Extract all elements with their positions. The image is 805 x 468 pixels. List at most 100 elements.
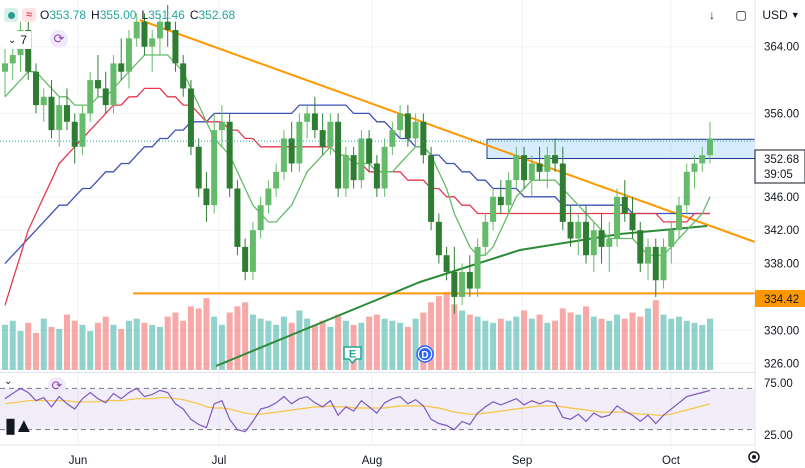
- earnings-marker[interactable]: E: [343, 346, 362, 365]
- time-axis-ticks: Jun Jul Aug Sep Oct: [69, 455, 681, 467]
- candle-body: [172, 30, 179, 64]
- chevron-down-icon: ⌄: [4, 376, 13, 387]
- volume-bar: [412, 318, 419, 370]
- close-value: 352.68: [198, 8, 236, 22]
- candle-body: [156, 21, 163, 39]
- volume-bar: [9, 320, 16, 370]
- candle-body: [590, 230, 597, 256]
- time-axis[interactable]: [0, 445, 755, 468]
- rsi-sync-icon[interactable]: ⟳: [48, 377, 66, 395]
- currency-selector[interactable]: USD ▼: [760, 4, 802, 26]
- candle-body: [490, 196, 497, 222]
- candle-body: [180, 63, 187, 89]
- candle-body: [397, 113, 404, 131]
- current-price: 352.68: [764, 154, 799, 166]
- currency-label: USD: [762, 8, 788, 22]
- volume-bar: [195, 308, 202, 370]
- rsi-collapse-button[interactable]: ⌄: [4, 376, 12, 387]
- rsi-tick-label: 25.00: [764, 430, 793, 442]
- candle-body: [234, 188, 241, 247]
- volume-bar: [125, 320, 132, 370]
- volume-bar: [621, 318, 628, 370]
- candle-body: [567, 221, 574, 239]
- rsi-tick-label: 75.00: [764, 378, 793, 390]
- volume-bar: [94, 322, 101, 370]
- dividend-marker-label: D: [421, 350, 428, 361]
- close-label: C: [189, 8, 199, 22]
- settings-icon[interactable]: [748, 451, 760, 463]
- volume-bar: [110, 324, 117, 370]
- price-axis-ticks: 364.00 356.00 346.00 342.00 338.00 330.00 326.…: [764, 42, 799, 371]
- candle-body: [71, 121, 78, 147]
- candle-body: [63, 105, 70, 122]
- volume-bar: [164, 316, 171, 370]
- sync-icon[interactable]: ⟳: [50, 30, 68, 48]
- candlesticks: [2, 5, 713, 314]
- volume-bar: [544, 322, 551, 370]
- volume-bar: [234, 306, 241, 370]
- volume-bar: [280, 316, 287, 370]
- candle-body: [544, 155, 551, 172]
- candle-body: [575, 221, 582, 239]
- volume-bar: [133, 318, 140, 370]
- candle-body: [497, 196, 504, 206]
- candle-body: [87, 80, 94, 114]
- market-status-icon[interactable]: [4, 8, 18, 22]
- volume-bar: [397, 322, 404, 370]
- rsi-line: [4, 387, 711, 433]
- volume-bar: [366, 316, 373, 370]
- resistance-zone[interactable]: [486, 138, 756, 159]
- download-button[interactable]: ↓: [700, 4, 724, 26]
- candle-body: [327, 121, 334, 147]
- candle-body: [125, 38, 132, 72]
- volume-bar: [156, 326, 163, 370]
- fullscreen-button[interactable]: ▢: [729, 4, 753, 26]
- candle-body: [443, 255, 450, 272]
- volume-bar: [249, 314, 256, 370]
- volume-bar: [614, 314, 621, 370]
- price-axis[interactable]: [755, 0, 805, 468]
- candle-body: [249, 230, 256, 272]
- dividend-marker[interactable]: D: [416, 345, 434, 363]
- high-value: 355.00: [99, 8, 137, 22]
- candle-body: [652, 246, 659, 281]
- trendline[interactable]: [139, 19, 756, 243]
- candle-body: [110, 63, 117, 106]
- candle-body: [668, 230, 675, 247]
- interval-selector[interactable]: ⌄ 7: [4, 31, 32, 49]
- volume-bar: [652, 300, 659, 370]
- candle-body: [195, 146, 202, 189]
- price-tick-label: 326.00: [764, 359, 799, 371]
- candle-body: [273, 171, 280, 189]
- candle-body: [482, 221, 489, 247]
- interval-label: 7: [20, 33, 28, 47]
- candle-body: [660, 246, 667, 281]
- volume-bar: [668, 318, 675, 370]
- candle-body: [211, 130, 218, 206]
- realtime-icon[interactable]: ≈: [22, 8, 36, 22]
- volume-bar: [552, 320, 559, 370]
- candle-body: [164, 21, 171, 31]
- candle-body: [257, 205, 264, 231]
- candle-body: [621, 196, 628, 214]
- candle-body: [203, 188, 210, 206]
- candle-body: [304, 113, 311, 122]
- volume-bar: [683, 320, 690, 370]
- earnings-marker-label: E: [349, 349, 356, 361]
- volume-bar: [304, 318, 311, 370]
- candle-body: [528, 163, 535, 181]
- volume-bar: [497, 318, 504, 370]
- chevron-down-icon: ▼: [790, 10, 800, 20]
- volume-bar: [691, 322, 698, 370]
- candle-body: [428, 155, 435, 222]
- svg-text:334.42: 334.42: [764, 294, 799, 306]
- volume-bar: [451, 304, 458, 370]
- candle-body: [280, 138, 287, 172]
- volume-bar: [567, 312, 574, 370]
- candle-body: [311, 113, 318, 131]
- volume-bar: [435, 296, 442, 370]
- volume-bar: [490, 322, 497, 370]
- price-tick-label: 330.00: [764, 325, 799, 337]
- candle-body: [513, 155, 520, 181]
